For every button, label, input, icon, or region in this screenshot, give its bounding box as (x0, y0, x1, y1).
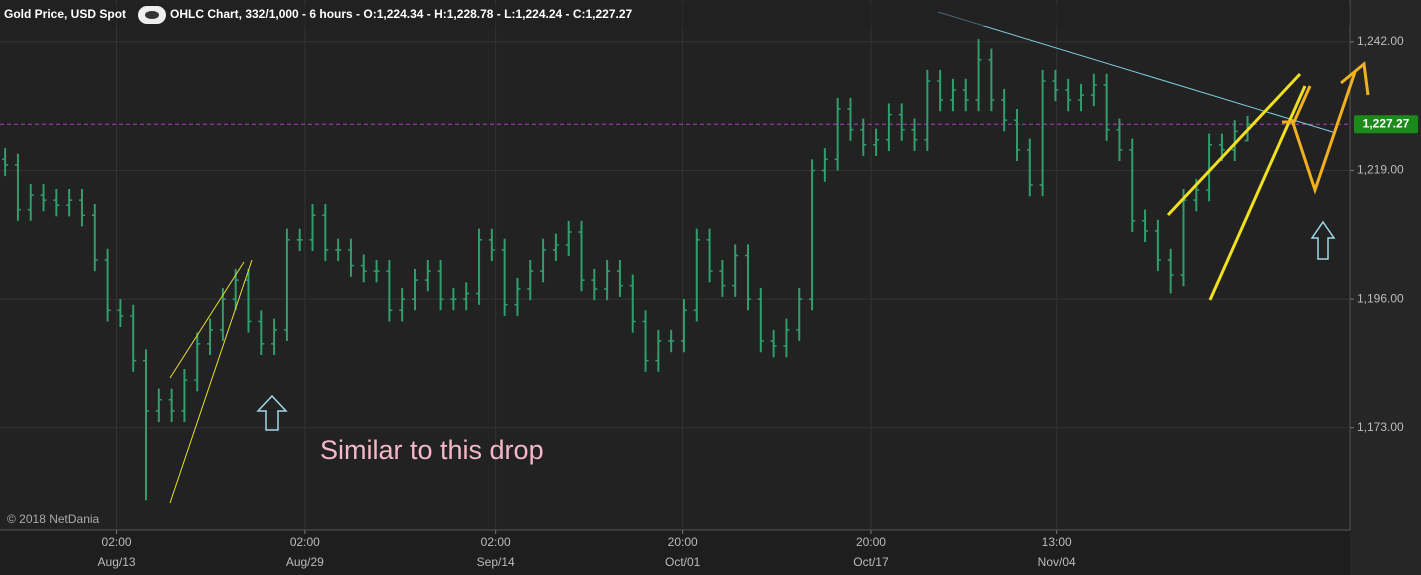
eye-icon (145, 11, 159, 19)
x-tick-label: 02:00 (290, 535, 320, 549)
x-tick-sublabel: Sep/14 (477, 555, 515, 569)
x-tick-sublabel: Oct/17 (853, 555, 889, 569)
x-tick-label: 02:00 (102, 535, 132, 549)
up-arrow (1310, 220, 1336, 260)
trend-line (169, 259, 253, 504)
plot-area (0, 0, 1350, 530)
bars (2, 39, 1251, 501)
y-tick-label: 1,219.00 (1357, 163, 1404, 177)
price-axis-panel (1350, 0, 1421, 575)
y-tick-label: 1,242.00 (1357, 34, 1404, 48)
resistance-line (937, 11, 1337, 134)
current-price-box (1354, 115, 1418, 134)
x-tick-label: 13:00 (1042, 535, 1072, 549)
forecast-path (1290, 71, 1357, 195)
title-band (0, 4, 1350, 26)
y-tick-label: 1,173.00 (1357, 420, 1404, 434)
arrow-head (1340, 61, 1370, 96)
x-tick-label: 02:00 (481, 535, 511, 549)
x-tick-sublabel: Aug/29 (286, 555, 324, 569)
annotation: Similar to this drop (320, 435, 544, 465)
chart-subtitle: OHLC Chart, 332/1,000 - 6 hours - O:1,22… (170, 7, 633, 21)
trend-line (1166, 72, 1302, 217)
drawings (169, 11, 1370, 504)
x-tick-label: 20:00 (856, 535, 886, 549)
trend-line (169, 261, 245, 379)
forecast-path (1282, 85, 1312, 124)
y-tick-label: 1,196.00 (1357, 291, 1404, 305)
up-arrow (256, 394, 288, 431)
copyright: © 2018 NetDania (7, 512, 100, 526)
x-tick-sublabel: Aug/13 (98, 555, 136, 569)
x-tick-label: 20:00 (668, 535, 698, 549)
chart-title: Gold Price, USD Spot (4, 7, 126, 21)
x-tick-sublabel: Nov/04 (1038, 555, 1076, 569)
current-price-label: 1,227.27 (1363, 116, 1410, 130)
grid (0, 0, 1350, 530)
x-tick-sublabel: Oct/01 (665, 555, 701, 569)
